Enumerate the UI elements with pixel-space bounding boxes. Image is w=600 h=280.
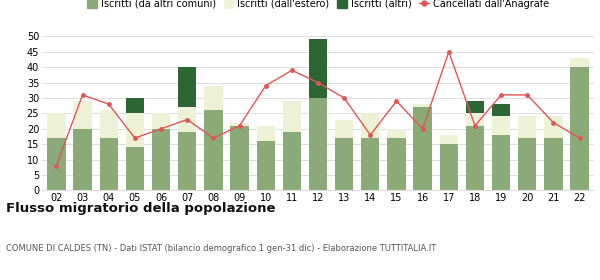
Bar (466, 126, 484, 190)
Bar (492, 104, 510, 116)
Bar (126, 113, 144, 147)
Bar (47, 138, 65, 190)
Bar (388, 129, 406, 138)
Bar (309, 39, 327, 98)
Bar (335, 138, 353, 190)
Bar (518, 116, 536, 138)
Bar (152, 113, 170, 129)
Bar (544, 138, 563, 190)
Bar (571, 67, 589, 190)
Bar (571, 58, 589, 67)
Bar (492, 116, 510, 135)
Bar (361, 113, 379, 138)
Bar (466, 113, 484, 126)
Bar (126, 98, 144, 113)
Bar (413, 107, 432, 190)
Bar (335, 120, 353, 138)
Bar (492, 135, 510, 190)
Bar (230, 126, 248, 190)
Bar (388, 138, 406, 190)
Bar (204, 86, 223, 110)
Bar (283, 132, 301, 190)
Legend: Iscritti (da altri comuni), Iscritti (dall'estero), Iscritti (altri), Cancellati: Iscritti (da altri comuni), Iscritti (da… (83, 0, 553, 13)
Text: Flusso migratorio della popolazione: Flusso migratorio della popolazione (6, 202, 275, 214)
Bar (178, 107, 196, 132)
Bar (257, 141, 275, 190)
Bar (100, 138, 118, 190)
Bar (518, 138, 536, 190)
Bar (204, 110, 223, 190)
Bar (309, 98, 327, 190)
Bar (73, 129, 92, 190)
Bar (73, 101, 92, 129)
Bar (440, 144, 458, 190)
Bar (178, 132, 196, 190)
Bar (178, 67, 196, 107)
Bar (47, 113, 65, 138)
Bar (100, 110, 118, 138)
Bar (230, 123, 248, 126)
Bar (257, 126, 275, 141)
Bar (440, 135, 458, 144)
Text: COMUNE DI CALDES (TN) - Dati ISTAT (bilancio demografico 1 gen-31 dic) - Elabora: COMUNE DI CALDES (TN) - Dati ISTAT (bila… (6, 244, 436, 253)
Bar (126, 147, 144, 190)
Bar (283, 101, 301, 132)
Bar (413, 104, 432, 107)
Bar (152, 129, 170, 190)
Bar (544, 116, 563, 138)
Bar (466, 101, 484, 113)
Bar (361, 138, 379, 190)
